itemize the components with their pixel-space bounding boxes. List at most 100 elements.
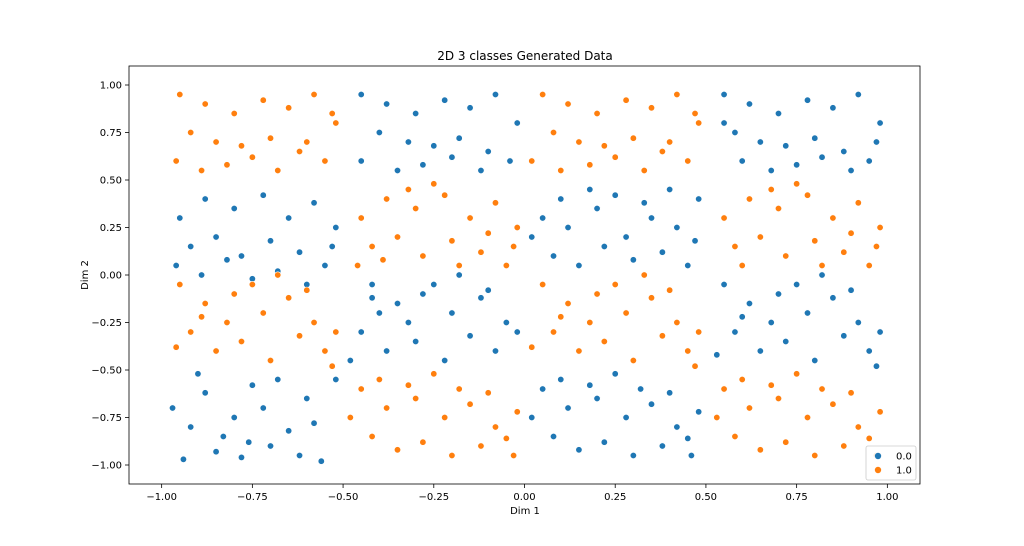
data-point [666,138,674,146]
data-point [310,199,318,207]
data-point [593,110,601,118]
data-point [223,256,231,264]
data-point [477,248,485,256]
data-point [854,423,862,431]
data-point [375,129,383,137]
data-point [586,161,594,169]
data-point [430,180,438,188]
data-point [720,214,728,222]
y-tick-label: 0.50 [100,176,122,187]
data-point [176,280,184,288]
data-point [357,328,365,336]
data-point [818,261,826,269]
data-point [593,205,601,213]
data-point [237,453,245,461]
data-point [847,389,855,397]
data-point [368,243,376,251]
data-point [223,161,231,169]
data-point [296,332,304,340]
data-point [528,233,536,241]
y-tick-label: −0.25 [91,318,122,329]
data-point [564,100,572,108]
data-point [267,442,275,450]
series-1.0 [172,91,884,459]
data-point [767,167,775,175]
data-point [441,96,449,104]
data-point [430,142,438,150]
data-point [201,100,209,108]
data-point [564,224,572,232]
data-point [593,394,601,402]
data-point [419,252,427,260]
data-point [876,408,884,416]
x-tick-label: 0.75 [786,492,808,503]
data-point [419,438,427,446]
data-point [267,356,275,364]
data-point [412,110,420,118]
data-point [818,153,826,161]
data-point [872,243,880,251]
data-point [876,224,884,232]
data-point [259,191,267,199]
data-point [782,438,790,446]
data-point [622,413,630,421]
data-point [383,100,391,108]
data-point [212,233,220,241]
data-point [782,252,790,260]
data-point [502,318,510,326]
data-point [695,195,703,203]
data-point [357,214,365,222]
data-point [767,318,775,326]
data-point [212,347,220,355]
data-point [586,318,594,326]
data-point [774,205,782,213]
data-point [491,347,499,355]
data-point [430,280,438,288]
data-point [404,186,412,194]
data-point [756,138,764,146]
data-point [666,186,674,194]
data-point [491,199,499,207]
data-point [782,337,790,345]
data-point [303,138,311,146]
data-point [804,309,812,317]
data-point [230,290,238,298]
data-point [212,448,220,456]
data-point [394,299,402,307]
data-point [658,332,666,340]
data-point [586,186,594,194]
data-point [513,119,521,127]
data-point [187,423,195,431]
data-point [865,347,873,355]
data-point [441,413,449,421]
data-point [412,337,420,345]
data-point [550,328,558,336]
data-point [172,261,180,269]
data-point [684,157,692,165]
data-point [745,299,753,307]
data-point [629,451,637,459]
data-point [691,362,699,370]
y-tick-label: −1.00 [91,461,122,472]
data-point [441,191,449,199]
data-point [691,237,699,245]
data-point [673,224,681,232]
data-point [513,224,521,232]
data-point [550,129,558,137]
data-point [285,427,293,435]
data-point [285,294,293,302]
data-point [179,455,187,463]
data-point [321,261,329,269]
data-point [176,214,184,222]
data-point [332,375,340,383]
data-point [793,180,801,188]
data-point [248,280,256,288]
data-point [230,110,238,118]
data-point [379,256,387,264]
data-point [550,432,558,440]
data-point [506,157,514,165]
data-point [187,129,195,137]
data-point [557,167,565,175]
data-point [854,318,862,326]
